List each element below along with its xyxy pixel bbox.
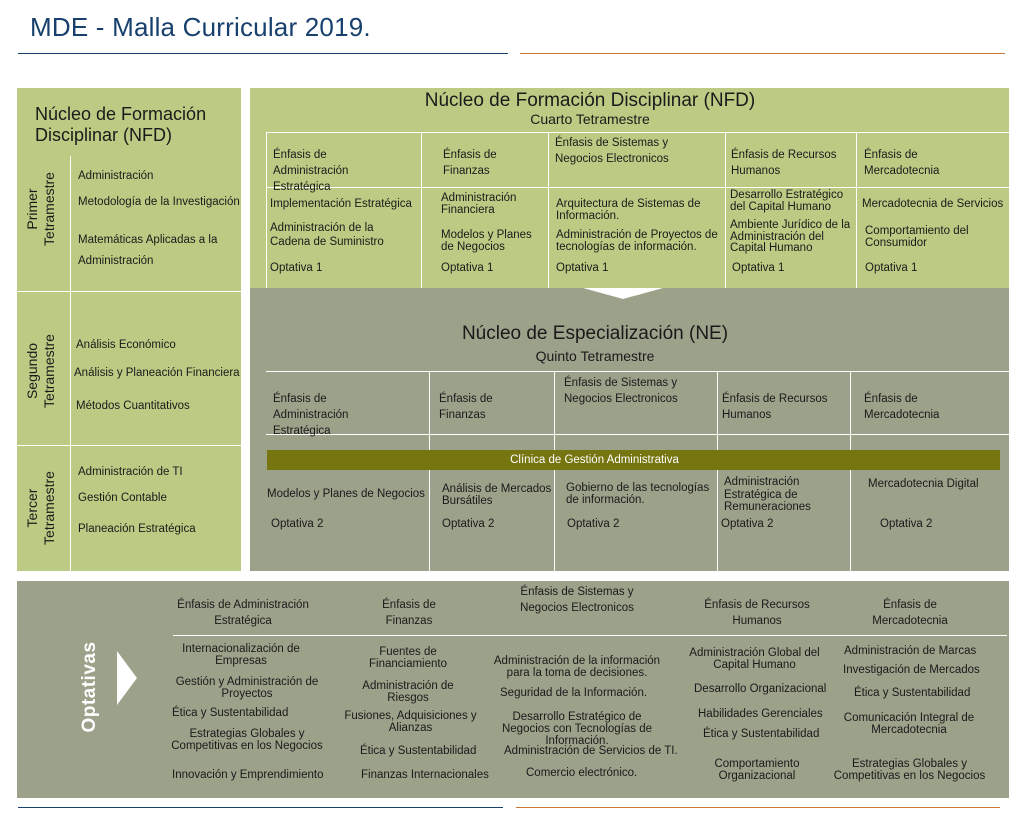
opt-course: Comportamiento Organizacional	[714, 758, 800, 782]
term-label-2: Segundo Tetramestre	[24, 334, 57, 408]
ne-emphasis-header: Énfasis de Finanzas	[439, 393, 493, 421]
ne-course: Optativa 2	[567, 518, 620, 530]
nfd-course: Desarrollo Estratégico del Capital Human…	[730, 189, 844, 213]
title-rule-blue	[18, 53, 508, 54]
ne-panel: Núcleo de Especialización (NE) Quinto Te…	[250, 288, 1009, 571]
term2-course: Métodos Cuantitativos	[76, 400, 190, 412]
opt-course: Estrategias Globales y Competitivas en l…	[833, 758, 986, 782]
opt-course: Ética y Sustentabilidad	[854, 687, 971, 699]
opt-course: Fusiones, Adquisiciones y Alianzas	[344, 710, 477, 734]
ne-course: Optativa 2	[880, 518, 933, 530]
nfd-course: Optativa 1	[556, 262, 609, 274]
down-arrow-icon	[583, 288, 663, 299]
nfd-course: Administración de la Cadena de Suministr…	[270, 222, 384, 248]
ne-subheader: Quinto Tetramestre	[535, 348, 655, 364]
term3-course: Administración de TI	[78, 466, 183, 478]
nfd-course: Implementación Estratégica	[270, 198, 412, 210]
nfd-right-panel: Núcleo de Formación Disciplinar (NFD) Cu…	[250, 88, 1009, 288]
ne-emphasis-header: Énfasis de Administración Estratégica	[273, 393, 349, 437]
opt-course: Gestión y Administración de Proyectos	[175, 676, 319, 700]
opt-course: Ética y Sustentabilidad	[360, 745, 477, 757]
opt-course: Ética y Sustentabilidad	[172, 707, 289, 719]
opt-emphasis-header: Énfasis de Administración Estratégica	[177, 599, 309, 627]
nfd-emphasis-header: Énfasis de Recursos Humanos	[731, 149, 837, 177]
bottom-rule-orange	[516, 807, 1000, 808]
ne-course: Gobierno de las tecnologías de informaci…	[566, 482, 710, 506]
ne-course: Mercadotecnia Digital	[868, 478, 979, 490]
opt-course: Fuentes de Financiamiento	[369, 646, 447, 670]
term2-course: Análisis Económico	[76, 339, 176, 351]
ne-header: Núcleo de Especialización (NE)	[461, 323, 729, 344]
opt-course: Habilidades Gerenciales	[698, 708, 823, 720]
opt-course: Estrategias Globales y Competitivas en l…	[171, 728, 323, 752]
nfd-emphasis-header: Énfasis de Administración Estratégica	[273, 149, 349, 193]
opt-course: Innovación y Emprendimiento	[172, 769, 324, 781]
nfd-course: Administración Financiera	[441, 192, 517, 216]
nfd-course: Optativa 1	[441, 262, 494, 274]
nfd-course: Mercadotecnia de Servicios	[862, 198, 1004, 210]
opt-course: Investigación de Mercados	[843, 664, 980, 676]
ne-course: Administración Estratégica de Remuneraci…	[724, 476, 811, 513]
ne-emphasis-header: Énfasis de Recursos Humanos	[722, 393, 828, 421]
term-label-1: Primer Tetramestre	[24, 172, 57, 246]
nfd-course: Optativa 1	[732, 262, 785, 274]
ne-course: Optativa 2	[442, 518, 495, 530]
clinic-bar: Clínica de Gestión Administrativa	[267, 450, 1000, 470]
nfd-course: Arquitectura de Sistemas de Información.	[556, 198, 701, 222]
ne-emphasis-header: Énfasis de Mercadotecnia	[864, 393, 940, 421]
term2-course: Análisis y Planeación Financiera	[74, 367, 240, 379]
nfd-emphasis-header: Énfasis de Finanzas	[443, 149, 497, 177]
nfd-course: Ambiente Jurídico de la Administración d…	[730, 219, 851, 254]
opt-course: Administración de Servicios de TI.	[504, 745, 678, 757]
term1-course: Administración	[78, 170, 154, 182]
opt-course: Administración de Marcas	[844, 645, 977, 657]
opt-emphasis-header: Énfasis de Finanzas	[382, 599, 436, 627]
nfd-left-header: Núcleo de Formación Disciplinar (NFD)	[35, 104, 207, 145]
nfd-right-header: Núcleo de Formación Disciplinar (NFD)	[424, 90, 756, 111]
optativas-panel: Optativas Énfasis de Administración Estr…	[17, 581, 1009, 798]
opt-course: Comunicación Integral de Mercadotecnia	[843, 712, 975, 736]
term3-course: Gestión Contable	[78, 492, 167, 504]
nfd-course: Administración de Proyectos de tecnologí…	[556, 229, 718, 253]
term1-course: Matemáticas Aplicadas a la Administració…	[78, 234, 218, 267]
ne-course: Optativa 2	[721, 518, 774, 530]
opt-course: Desarrollo Organizacional	[694, 683, 827, 695]
opt-course: Internacionalización de Empresas	[182, 643, 300, 667]
nfd-course: Modelos y Planes de Negocios	[441, 229, 532, 253]
nfd-course: Comportamiento del Consumidor	[865, 225, 969, 249]
optativas-label: Optativas	[79, 641, 100, 733]
opt-course: Administración de Riesgos	[362, 680, 454, 704]
ne-course: Modelos y Planes de Negocios	[267, 488, 425, 500]
page-title: MDE - Malla Curricular 2019.	[30, 12, 371, 42]
nfd-left-panel: Núcleo de Formación Disciplinar (NFD) Pr…	[17, 88, 241, 571]
opt-course: Comercio electrónico.	[526, 767, 638, 779]
ne-emphasis-header: Énfasis de Sistemas y Negocios Electroni…	[564, 377, 678, 405]
term-label-3: Tercer Tetramestre	[24, 471, 57, 545]
opt-course: Finanzas Internacionales	[361, 769, 489, 781]
opt-course: Ética y Sustentabilidad	[703, 728, 820, 740]
term1-course: Metodología de la Investigación	[78, 196, 240, 208]
ne-course: Optativa 2	[271, 518, 324, 530]
nfd-course: Optativa 1	[865, 262, 918, 274]
opt-course: Administración Global del Capital Humano	[689, 647, 820, 671]
opt-emphasis-header: Énfasis de Sistemas y Negocios Electroni…	[520, 586, 634, 614]
clinic-label: Clínica de Gestión Administrativa	[510, 454, 679, 466]
opt-course: Desarrollo Estratégico de Negocios con T…	[501, 711, 653, 747]
bottom-rule-blue	[18, 807, 503, 808]
opt-emphasis-header: Énfasis de Mercadotecnia	[872, 599, 948, 627]
ne-course: Análisis de Mercados Bursátiles	[442, 483, 552, 507]
opt-course: Seguridad de la Información.	[500, 687, 648, 699]
nfd-emphasis-header: Énfasis de Sistemas y Negocios Electroni…	[555, 137, 669, 165]
nfd-course: Optativa 1	[270, 262, 323, 274]
opt-emphasis-header: Énfasis de Recursos Humanos	[704, 599, 810, 627]
chevron-right-icon	[117, 651, 137, 705]
term3-course: Planeación Estratégica	[78, 523, 196, 535]
nfd-right-subheader: Cuarto Tetramestre	[530, 111, 650, 127]
nfd-emphasis-header: Énfasis de Mercadotecnia	[864, 149, 940, 177]
opt-course: Administración de la información para la…	[493, 655, 661, 679]
title-rule-orange	[520, 53, 1005, 54]
